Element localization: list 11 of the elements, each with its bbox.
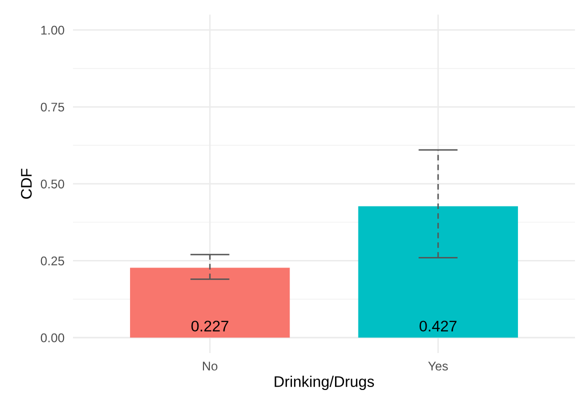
x-tick-label: Yes: [428, 362, 448, 371]
y-tick-label: 0.50: [40, 180, 64, 188]
data-label: 0.427: [420, 320, 456, 332]
y-axis-title: CDF: [20, 168, 32, 199]
data-label: 0.227: [191, 320, 228, 332]
y-tick-label: 0.75: [40, 102, 64, 112]
y-tick-label: 0.00: [40, 333, 64, 342]
y-tick-label: 1.00: [41, 26, 64, 35]
x-tick-label: No: [202, 362, 218, 371]
y-tick-label: 0.25: [40, 256, 64, 266]
x-axis-title: Drinking/Drugs: [274, 376, 374, 390]
